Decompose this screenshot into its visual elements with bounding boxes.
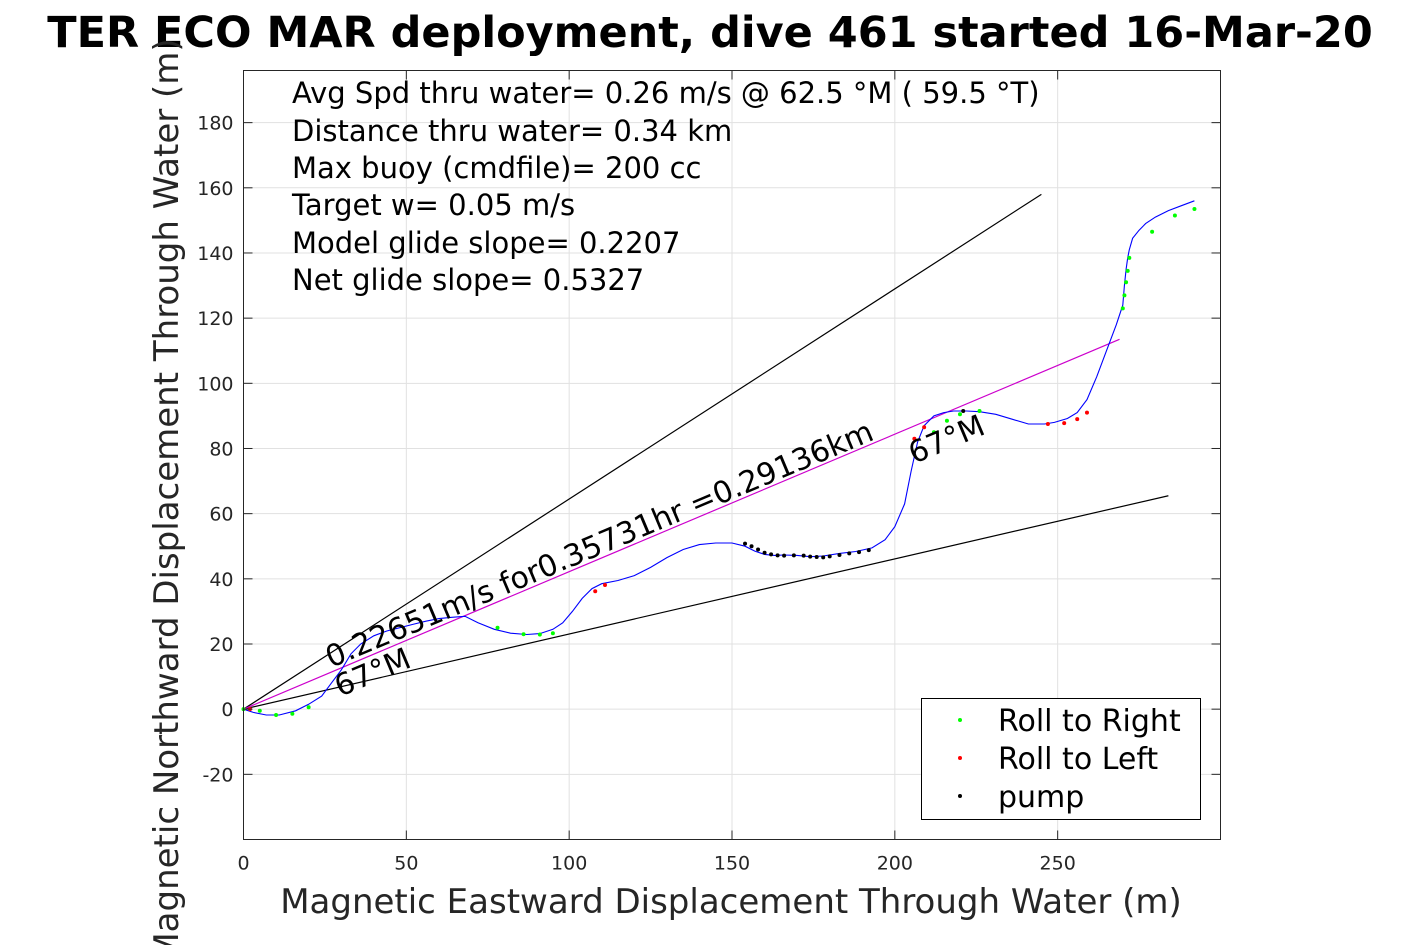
legend: Roll to Right Roll to Left pump (921, 698, 1201, 820)
x-tick-label: 0 (237, 853, 249, 875)
legend-roll-left-label: Roll to Left (998, 742, 1158, 777)
roll-right-point (1127, 255, 1132, 260)
pump-point (756, 547, 761, 552)
info-avg-speed: Avg Spd thru water= 0.26 m/s @ 62.5 °M (… (292, 76, 1040, 110)
chart-title: TER ECO MAR deployment, dive 461 started… (47, 8, 1373, 58)
roll-left-point (1075, 417, 1080, 422)
legend-roll-right-label: Roll to Right (998, 704, 1181, 739)
pump-point (801, 553, 806, 558)
pump-point (749, 544, 754, 549)
roll-right-point (944, 418, 949, 423)
roll-left-point (593, 589, 598, 594)
reference-line-lower (243, 495, 1169, 710)
y-axis-label: Magnetic Northward Displacement Through … (147, 38, 187, 945)
roll-right-point (257, 708, 262, 713)
y-tick-label: 40 (209, 569, 233, 591)
pump-point (808, 554, 813, 559)
y-tick-label: 140 (197, 243, 233, 265)
roll-left-point (922, 425, 927, 430)
y-tick-label: 180 (197, 113, 233, 135)
roll-right-point (521, 632, 526, 637)
roll-right-point (290, 711, 295, 716)
roll-left-point (1084, 410, 1089, 415)
roll-right-point (495, 625, 500, 630)
pump-point (762, 550, 767, 555)
pump-point (814, 554, 819, 559)
pump-point (775, 553, 780, 558)
roll-right-point (1124, 280, 1129, 285)
y-tick-label: 160 (197, 178, 233, 200)
y-tick-label: 20 (209, 634, 233, 656)
roll-left-point (912, 436, 917, 441)
pump-point (782, 553, 787, 558)
info-distance: Distance thru water= 0.34 km (292, 114, 732, 148)
pump-point (857, 550, 862, 555)
roll-right-point (1122, 293, 1127, 298)
info-model-glide-slope: Model glide slope= 0.2207 (292, 226, 680, 260)
roll-right-point (1172, 213, 1177, 218)
pump-point (961, 409, 966, 414)
track-points (241, 206, 1197, 718)
y-tick-label: 0 (221, 699, 233, 721)
legend-pump-marker (958, 794, 962, 798)
x-tick-label: 50 (394, 853, 418, 875)
roll-left-point (1045, 422, 1050, 427)
info-box: Avg Spd thru water= 0.26 m/s @ 62.5 °M (… (291, 76, 1040, 297)
pump-point (827, 554, 832, 559)
info-target-w: Target w= 0.05 m/s (291, 188, 575, 222)
y-tick-label: 120 (197, 308, 233, 330)
roll-left-point (602, 583, 607, 588)
roll-right-point (977, 409, 982, 414)
legend-pump-label: pump (998, 780, 1084, 815)
x-tick-label: 200 (877, 853, 913, 875)
info-max-buoy: Max buoy (cmdfile)= 200 cc (292, 151, 701, 185)
roll-right-point (550, 631, 555, 636)
pump-point (821, 555, 826, 560)
roll-right-point (306, 705, 311, 710)
reference-line-upper (243, 193, 1042, 710)
roll-right-point (1120, 306, 1125, 311)
x-tick-label: 150 (714, 853, 750, 875)
info-net-glide-slope: Net glide slope= 0.5327 (292, 263, 644, 297)
legend-roll-left-marker (958, 756, 962, 760)
y-tick-label: 60 (209, 504, 233, 526)
roll-right-point (931, 430, 936, 435)
pump-point (769, 552, 774, 557)
legend-box (921, 698, 1201, 820)
legend-roll-right-marker (958, 718, 962, 722)
ticks: 0 50 100 150 200 250 -20 0 20 40 60 80 100 120 140 160 1… (197, 70, 1221, 875)
y-tick-label: 80 (209, 438, 233, 460)
roll-right-point (274, 713, 279, 718)
x-tick-label: 100 (551, 853, 587, 875)
pump-point (743, 541, 748, 546)
roll-right-point (1192, 206, 1197, 211)
x-tick-label: 250 (1040, 853, 1076, 875)
track-line (243, 200, 1195, 716)
pump-point (847, 551, 852, 556)
track-path (243, 200, 1195, 716)
reference-lines (243, 193, 1169, 710)
x-axis-label: Magnetic Eastward Displacement Through W… (280, 882, 1182, 922)
reference-line-net (243, 338, 1120, 710)
roll-right-point (1125, 268, 1130, 273)
y-tick-label: -20 (202, 764, 233, 786)
y-tick-label: 100 (197, 373, 233, 395)
roll-right-point (1150, 229, 1155, 234)
roll-right-point (537, 632, 542, 637)
roll-right-point (957, 412, 962, 417)
pump-point (791, 553, 796, 558)
pump-point (837, 553, 842, 558)
pump-point (866, 548, 871, 553)
roll-left-point (1062, 421, 1067, 426)
